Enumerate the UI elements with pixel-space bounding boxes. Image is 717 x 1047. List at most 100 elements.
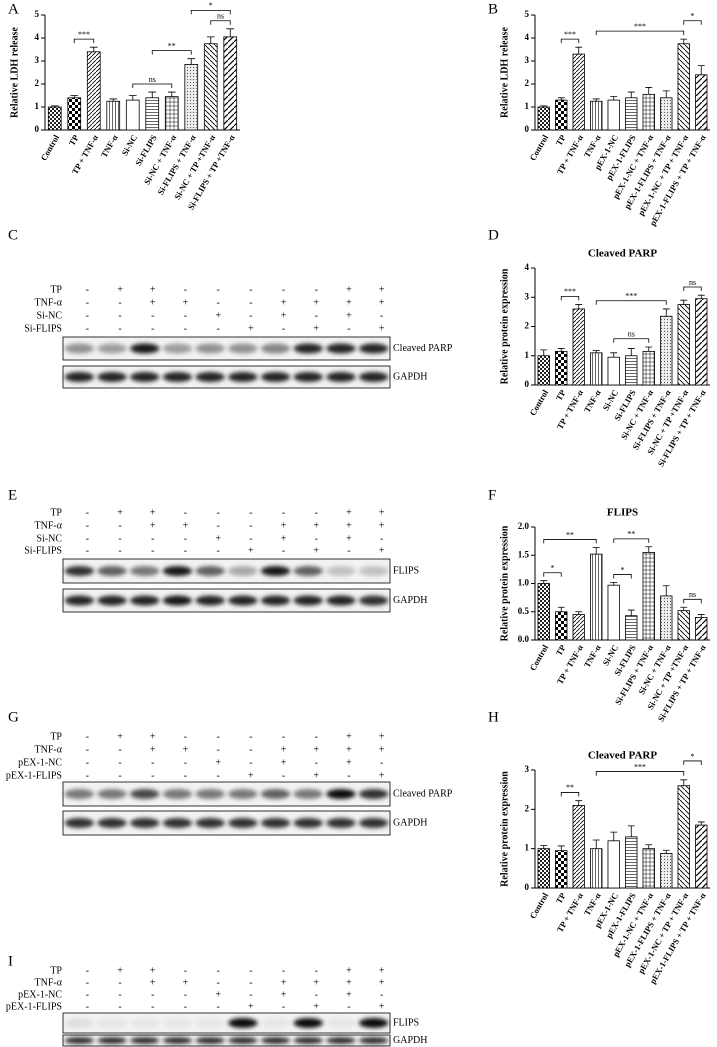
significance-label: ns (689, 590, 696, 599)
y-tick-label: 1.5 (518, 549, 530, 559)
significance-bracket (595, 30, 685, 36)
band (64, 818, 95, 828)
sign: - (86, 284, 89, 295)
sign: - (86, 323, 89, 334)
band (228, 343, 258, 354)
sign: - (86, 731, 89, 742)
y-tick-label: 4 (35, 32, 40, 42)
x-tick-label: Si-NC (119, 133, 139, 157)
sign: - (86, 770, 89, 781)
sign: + (281, 297, 287, 308)
chart-title: Cleaved PARP (588, 750, 657, 762)
band (195, 566, 225, 576)
band (260, 818, 291, 828)
band (130, 566, 160, 576)
significance-label: *** (78, 30, 90, 39)
y-tick-label: 2 (525, 803, 530, 813)
band-label: GAPDH (393, 817, 427, 828)
significance-label: * (621, 565, 625, 574)
x-tick-label: Control (527, 890, 550, 920)
x-tick-label: Control (527, 132, 550, 162)
band (64, 789, 95, 799)
x-tick-label: TP (554, 388, 568, 402)
band (260, 343, 291, 354)
y-axis-label: Relative LDH release (499, 26, 510, 117)
bar (590, 352, 603, 386)
sign: - (86, 965, 89, 976)
sign: + (346, 507, 352, 518)
band (228, 372, 258, 382)
significance-bracket (543, 539, 597, 544)
y-axis-label: Relative LDH release (9, 26, 20, 117)
sign: + (346, 533, 352, 544)
x-tick-label: TP (554, 643, 568, 657)
bar (677, 304, 690, 386)
band (326, 343, 356, 354)
band (97, 1018, 127, 1028)
sign: - (380, 533, 383, 544)
bar (86, 51, 101, 131)
sign: + (183, 977, 189, 988)
y-tick-label: 5 (525, 9, 530, 19)
bar (677, 43, 690, 131)
sign: + (281, 310, 287, 321)
sign: + (248, 770, 254, 781)
significance-label: * (551, 564, 555, 573)
band (130, 789, 160, 799)
significance-bracket (210, 20, 231, 25)
band-label: Cleaved PARP (393, 788, 453, 799)
error-bar (557, 97, 565, 101)
band (358, 566, 389, 576)
band (293, 343, 323, 354)
sign: - (184, 310, 187, 321)
sign: - (249, 520, 252, 531)
bar (555, 350, 568, 386)
band (293, 1018, 323, 1028)
sign: - (118, 977, 121, 988)
sign: + (379, 323, 385, 334)
bar (537, 355, 550, 386)
error-bar (697, 821, 705, 826)
band (228, 566, 258, 576)
band (64, 372, 95, 382)
error-bar (128, 95, 137, 101)
sign: + (183, 297, 189, 308)
sign: + (346, 977, 352, 988)
row-label: TP (50, 507, 62, 518)
bar (590, 100, 603, 131)
sign: - (249, 757, 252, 768)
band (130, 372, 160, 382)
error-bar (645, 546, 653, 553)
band-label: GAPDH (393, 371, 427, 382)
sign: - (347, 545, 350, 556)
bar (537, 106, 550, 131)
band (130, 343, 160, 354)
error-bar (109, 98, 118, 102)
band (97, 566, 127, 576)
significance-label: ns (628, 330, 635, 339)
band (293, 566, 323, 576)
bar (625, 836, 638, 889)
error-bar (89, 46, 98, 52)
sign: - (347, 1001, 350, 1012)
bar (677, 610, 690, 641)
sign: - (282, 284, 285, 295)
error-bar (680, 606, 688, 611)
row-label: Si-FLIPS (24, 323, 62, 334)
row-label: TP (50, 965, 62, 976)
band (293, 818, 323, 828)
error-bar (557, 348, 565, 352)
band (64, 1018, 95, 1028)
x-tick-label: TP (554, 133, 568, 147)
sign: + (183, 520, 189, 531)
y-tick-label: 2.0 (518, 521, 530, 531)
sign: - (315, 507, 318, 518)
bar (572, 805, 585, 889)
y-tick-label: 3 (525, 291, 530, 301)
error-bar (697, 65, 705, 75)
sign: - (151, 533, 154, 544)
sign: + (281, 744, 287, 755)
sign: - (118, 757, 121, 768)
error-bar (575, 800, 583, 806)
x-tick-label: TNF-α (582, 388, 603, 415)
